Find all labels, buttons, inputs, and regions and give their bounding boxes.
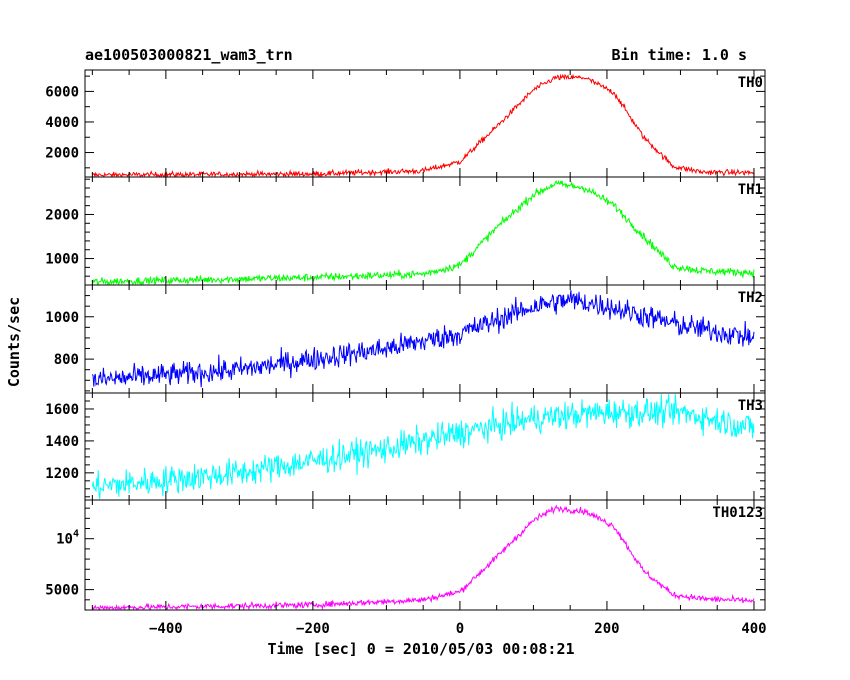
panel-label-th0: TH0 <box>738 75 763 91</box>
panel-th2: 800 1000 TH2 <box>45 284 766 394</box>
series-line-th1 <box>91 179 755 286</box>
y-tick-label: 5000 <box>45 583 79 599</box>
panel-th0: 2000 4000 6000 TH0 <box>45 69 766 178</box>
y-tick-label: 4000 <box>45 115 79 131</box>
chart-title: ae100503000821_wam3_trn <box>85 46 293 64</box>
panel-label-th2: TH2 <box>738 290 763 306</box>
series-line-th0123 <box>92 504 755 611</box>
y-tick-label: 1400 <box>45 434 79 450</box>
x-tick-label: −400 <box>149 621 183 637</box>
panel-label-th3: TH3 <box>738 398 763 414</box>
panel-th0123: 5000 104 TH0123 <box>45 499 766 611</box>
panel-th1: 1000 2000 TH1 <box>45 176 766 286</box>
y-tick-label: 1200 <box>45 466 79 482</box>
y-tick-label: 1000 <box>45 310 79 326</box>
y-tick-label: 2000 <box>45 146 79 162</box>
panel-label-th1: TH1 <box>738 182 763 198</box>
x-tick-label: 0 <box>456 621 464 637</box>
panels-group: 200040006000TH010002000TH18001000TH21200… <box>45 69 767 637</box>
panel-th3: 1200 1400 1600 TH3 <box>45 392 766 501</box>
y-tick-label: 6000 <box>45 84 79 100</box>
panel-label-th0123: TH0123 <box>712 505 763 521</box>
series-line-th2 <box>91 290 755 388</box>
y-axis-label: Counts/sec <box>5 297 23 387</box>
bin-time-label: Bin time: 1.0 s <box>612 46 747 64</box>
x-tick-label: −200 <box>296 621 330 637</box>
y-tick-label: 800 <box>54 352 79 368</box>
panel-frame <box>84 69 766 178</box>
y-tick-label: 1600 <box>45 402 79 418</box>
y-tick-label: 1000 <box>45 252 79 268</box>
series-line-th0 <box>92 73 755 178</box>
x-tick-label: 200 <box>594 621 619 637</box>
y-tick-label: 2000 <box>45 207 79 223</box>
y-tick-label: 104 <box>56 529 79 548</box>
panel-frame <box>84 499 766 611</box>
panel-frame <box>84 176 766 286</box>
series-line-th3 <box>91 393 755 500</box>
x-tick-label: 400 <box>741 621 766 637</box>
x-axis-label: Time [sec] 0 = 2010/05/03 00:08:21 <box>267 640 574 658</box>
